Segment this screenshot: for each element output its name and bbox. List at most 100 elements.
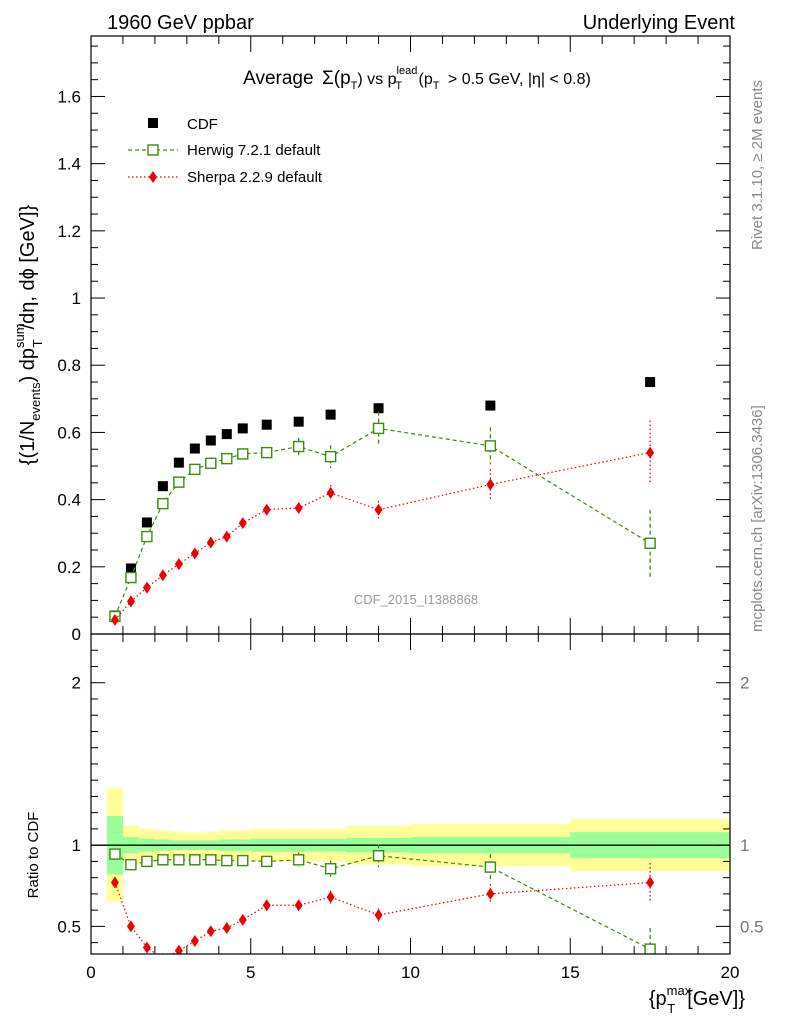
ratio-y-tick-label: 1 bbox=[72, 836, 81, 855]
sherpa-ratio-point bbox=[110, 876, 119, 889]
cdf-data-point bbox=[373, 403, 384, 414]
ratio-series-line-0 bbox=[114, 853, 651, 950]
ratio-y-tick-label: 0.5 bbox=[57, 917, 81, 936]
sherpa-data-point bbox=[110, 613, 119, 626]
ratio-y-axis: 0.5 0.5 1 1 2 2 bbox=[57, 649, 764, 944]
herwig-ratio-point bbox=[644, 943, 656, 954]
sherpa-ratio-point bbox=[646, 876, 655, 889]
main-y-tick-label: 1.4 bbox=[57, 155, 81, 174]
herwig-ratio-point bbox=[324, 863, 337, 875]
herwig-data-point bbox=[292, 440, 305, 453]
herwig-data-point bbox=[372, 422, 385, 435]
herwig-ratio-point bbox=[125, 858, 137, 871]
cdf-data-point bbox=[485, 400, 496, 411]
sherpa-ratio-point bbox=[162, 952, 164, 954]
legend-label-sherpa: Sherpa 2.2.9 default bbox=[187, 169, 323, 186]
herwig-data-point bbox=[205, 457, 217, 470]
herwig-data-point bbox=[125, 571, 137, 584]
sherpa-ratio-point bbox=[174, 944, 183, 954]
herwig-data-point bbox=[189, 463, 201, 476]
legend-marker-sherpa bbox=[149, 171, 157, 183]
herwig-data-point bbox=[141, 530, 153, 543]
cdf-data-point bbox=[157, 481, 168, 492]
plot-title: Average Σ(pT) vs plead T (pT > 0.5 GeV, |… bbox=[243, 65, 591, 93]
main-y-tick-label: 1.6 bbox=[57, 87, 81, 106]
main-y-tick-label: 1 bbox=[72, 289, 81, 308]
herwig-ratio-point bbox=[261, 855, 273, 868]
ratio-y-tick-label-right: 2 bbox=[740, 674, 749, 693]
ratio-x-axis: 0 5 10 15 20 bbox=[86, 634, 739, 982]
herwig-ratio-point bbox=[157, 854, 169, 866]
main-panel: 0 0.2 0.4 0.6 0.8 1 1.2 1.4 1.6 Average Σ(pT) vs… bbox=[12, 35, 731, 644]
ratio-y-axis-label: Ratio to CDF bbox=[25, 812, 42, 899]
legend: CDF Herwig 7.2.1 default Sherpa 2.2.9 de… bbox=[128, 116, 323, 186]
sherpa-data-point bbox=[142, 581, 151, 594]
sherpa-data-point bbox=[206, 536, 215, 549]
main-y-axis: 0 0.2 0.4 0.6 0.8 1 1.2 1.4 1.6 bbox=[57, 45, 730, 644]
cdf-data-point bbox=[205, 435, 216, 446]
sherpa-data-point bbox=[486, 478, 495, 491]
ratio-panel: 0.5 0.5 1 1 2 2 0 5 10 15 20 Ratio to CDF {pmax T[… bbox=[25, 633, 764, 1016]
main-y-tick-label: 0.2 bbox=[57, 558, 81, 577]
herwig-data-point bbox=[324, 450, 337, 463]
herwig-data-point bbox=[261, 446, 273, 459]
main-y-tick-label: 0.6 bbox=[57, 423, 81, 442]
sherpa-ratio-point bbox=[190, 935, 199, 948]
cdf-data-point bbox=[645, 377, 656, 388]
ratio-y-tick-label-right: 1 bbox=[740, 836, 749, 855]
cdf-data-point bbox=[237, 423, 248, 434]
herwig-ratio-point bbox=[189, 854, 201, 866]
cdf-data-point bbox=[141, 517, 152, 528]
herwig-data-point bbox=[221, 452, 233, 465]
sherpa-data-point bbox=[238, 517, 247, 530]
cdf-data-point bbox=[173, 457, 184, 468]
main-y-axis-label: {(1/Nevents) dpsum T/dη, dϕ [GeV]} bbox=[12, 204, 45, 465]
ratio-y-tick-label-right: 0.5 bbox=[740, 917, 764, 936]
herwig-ratio-point bbox=[221, 854, 233, 867]
x-tick-label: 15 bbox=[561, 963, 580, 982]
main-y-tick-label: 0.4 bbox=[57, 491, 81, 510]
rivet-credit: Rivet 3.1.10, ≥ 2M events bbox=[749, 80, 766, 250]
cdf-data-point bbox=[325, 409, 336, 420]
sherpa-data-point bbox=[262, 503, 271, 516]
ratio-frame bbox=[90, 633, 731, 955]
herwig-data-point bbox=[484, 440, 497, 452]
main-y-tick-label: 0.8 bbox=[57, 356, 81, 375]
herwig-ratio-point bbox=[205, 854, 217, 866]
x-tick-label: 0 bbox=[86, 963, 95, 982]
legend-entry-cdf: CDF bbox=[148, 116, 218, 133]
sherpa-ratio-point bbox=[222, 922, 231, 935]
herwig-data-point bbox=[173, 476, 185, 488]
sherpa-data-point bbox=[174, 558, 183, 571]
cdf-data-point bbox=[189, 443, 200, 454]
cdf-data-point bbox=[125, 563, 136, 574]
sherpa-ratio-point bbox=[126, 920, 135, 933]
sherpa-ratio-point bbox=[238, 913, 247, 926]
legend-label-herwig: Herwig 7.2.1 default bbox=[187, 142, 321, 159]
sherpa-data-point bbox=[294, 502, 303, 515]
sherpa-ratio-point bbox=[294, 899, 303, 912]
herwig-ratio-point bbox=[237, 854, 249, 867]
herwig-ratio-point bbox=[141, 855, 153, 868]
sherpa-data-point bbox=[126, 595, 135, 608]
sherpa-data-point bbox=[222, 530, 231, 543]
x-tick-label: 20 bbox=[721, 963, 740, 982]
main-y-tick-label: 0 bbox=[72, 625, 81, 644]
legend-entry-herwig: Herwig 7.2.1 default bbox=[128, 142, 321, 159]
herwig-ratio-point bbox=[173, 854, 185, 866]
x-axis-label: {pmax T [GeV]} bbox=[649, 983, 745, 1016]
main-plot-area bbox=[109, 377, 656, 626]
sherpa-data-point bbox=[190, 547, 199, 560]
sherpa-ratio-point bbox=[374, 909, 383, 922]
legend-entry-sherpa: Sherpa 2.2.9 default bbox=[128, 169, 323, 186]
herwig-ratio-point bbox=[109, 848, 121, 860]
sherpa-ratio-point bbox=[262, 899, 271, 912]
herwig-ratio-point bbox=[484, 861, 497, 873]
sherpa-ratio-point bbox=[326, 891, 335, 904]
x-tick-label: 5 bbox=[246, 963, 255, 982]
series-line-opensquare-1 bbox=[114, 427, 651, 617]
herwig-data-point bbox=[157, 497, 169, 510]
legend-marker-cdf bbox=[148, 118, 158, 128]
sherpa-data-point bbox=[326, 486, 335, 499]
